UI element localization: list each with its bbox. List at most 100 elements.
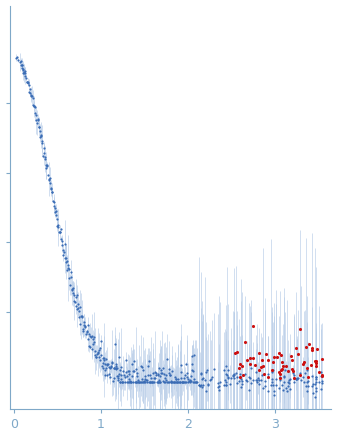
Point (162, 375, 167, 382)
Point (187, 378, 193, 385)
Point (72, 291, 77, 298)
Point (40, 153, 46, 160)
Point (126, 368, 131, 375)
Point (262, 377, 267, 384)
Point (256, 381, 262, 388)
Point (276, 385, 281, 392)
Point (304, 387, 310, 394)
Point (223, 382, 229, 388)
Point (56, 224, 61, 231)
Point (238, 383, 244, 390)
Point (191, 351, 196, 358)
Point (223, 378, 228, 385)
Point (190, 352, 195, 359)
Point (221, 367, 226, 374)
Point (35, 116, 40, 123)
Point (272, 392, 277, 399)
Point (225, 374, 230, 381)
Point (140, 364, 145, 371)
Point (157, 378, 162, 385)
Point (285, 388, 290, 395)
Point (256, 366, 262, 373)
Point (100, 360, 106, 367)
Point (116, 373, 121, 380)
Point (304, 378, 309, 385)
Point (303, 343, 309, 350)
Point (75, 305, 81, 312)
Point (81, 327, 86, 334)
Point (87, 342, 92, 349)
Point (198, 369, 204, 376)
Point (209, 374, 215, 381)
Point (51, 202, 57, 209)
Point (129, 361, 134, 368)
Point (318, 373, 324, 380)
Point (156, 378, 162, 385)
Point (148, 372, 153, 379)
Point (133, 378, 138, 385)
Point (127, 378, 133, 385)
Point (215, 383, 220, 390)
Point (118, 376, 123, 383)
Point (37, 128, 42, 135)
Point (77, 307, 82, 314)
Point (167, 371, 173, 378)
Point (38, 133, 43, 140)
Point (161, 378, 167, 385)
Point (239, 376, 244, 383)
Point (28, 92, 34, 99)
Point (119, 364, 124, 371)
Point (185, 370, 190, 377)
Point (281, 386, 286, 393)
Point (278, 377, 283, 384)
Point (309, 347, 314, 354)
Point (55, 223, 60, 230)
Point (19, 62, 24, 69)
Point (29, 92, 35, 99)
Point (202, 377, 208, 384)
Point (100, 365, 105, 372)
Point (176, 378, 181, 385)
Point (133, 378, 139, 385)
Point (164, 378, 170, 385)
Point (304, 364, 310, 371)
Point (84, 328, 90, 335)
Point (231, 375, 237, 382)
Point (23, 72, 28, 79)
Point (22, 68, 27, 75)
Point (88, 343, 93, 350)
Point (126, 378, 131, 385)
Point (205, 367, 210, 374)
Point (86, 331, 91, 338)
Point (110, 360, 115, 367)
Point (47, 177, 52, 184)
Point (33, 110, 38, 117)
Point (281, 374, 287, 381)
Point (169, 378, 175, 385)
Point (197, 382, 203, 389)
Point (122, 378, 128, 385)
Point (139, 378, 144, 385)
Point (278, 371, 283, 378)
Point (84, 327, 89, 334)
Point (199, 375, 205, 382)
Point (240, 371, 246, 378)
Point (121, 378, 126, 385)
Point (137, 378, 142, 385)
Point (301, 374, 306, 381)
Point (184, 378, 189, 385)
Point (153, 370, 159, 377)
Point (79, 314, 84, 321)
Point (126, 371, 132, 378)
Point (278, 351, 283, 358)
Point (41, 150, 47, 157)
Point (63, 255, 68, 262)
Point (256, 374, 261, 381)
Point (186, 378, 192, 385)
Point (140, 378, 145, 385)
Point (96, 347, 101, 354)
Point (67, 266, 72, 273)
Point (292, 375, 297, 382)
Point (95, 348, 100, 355)
Point (74, 291, 79, 298)
